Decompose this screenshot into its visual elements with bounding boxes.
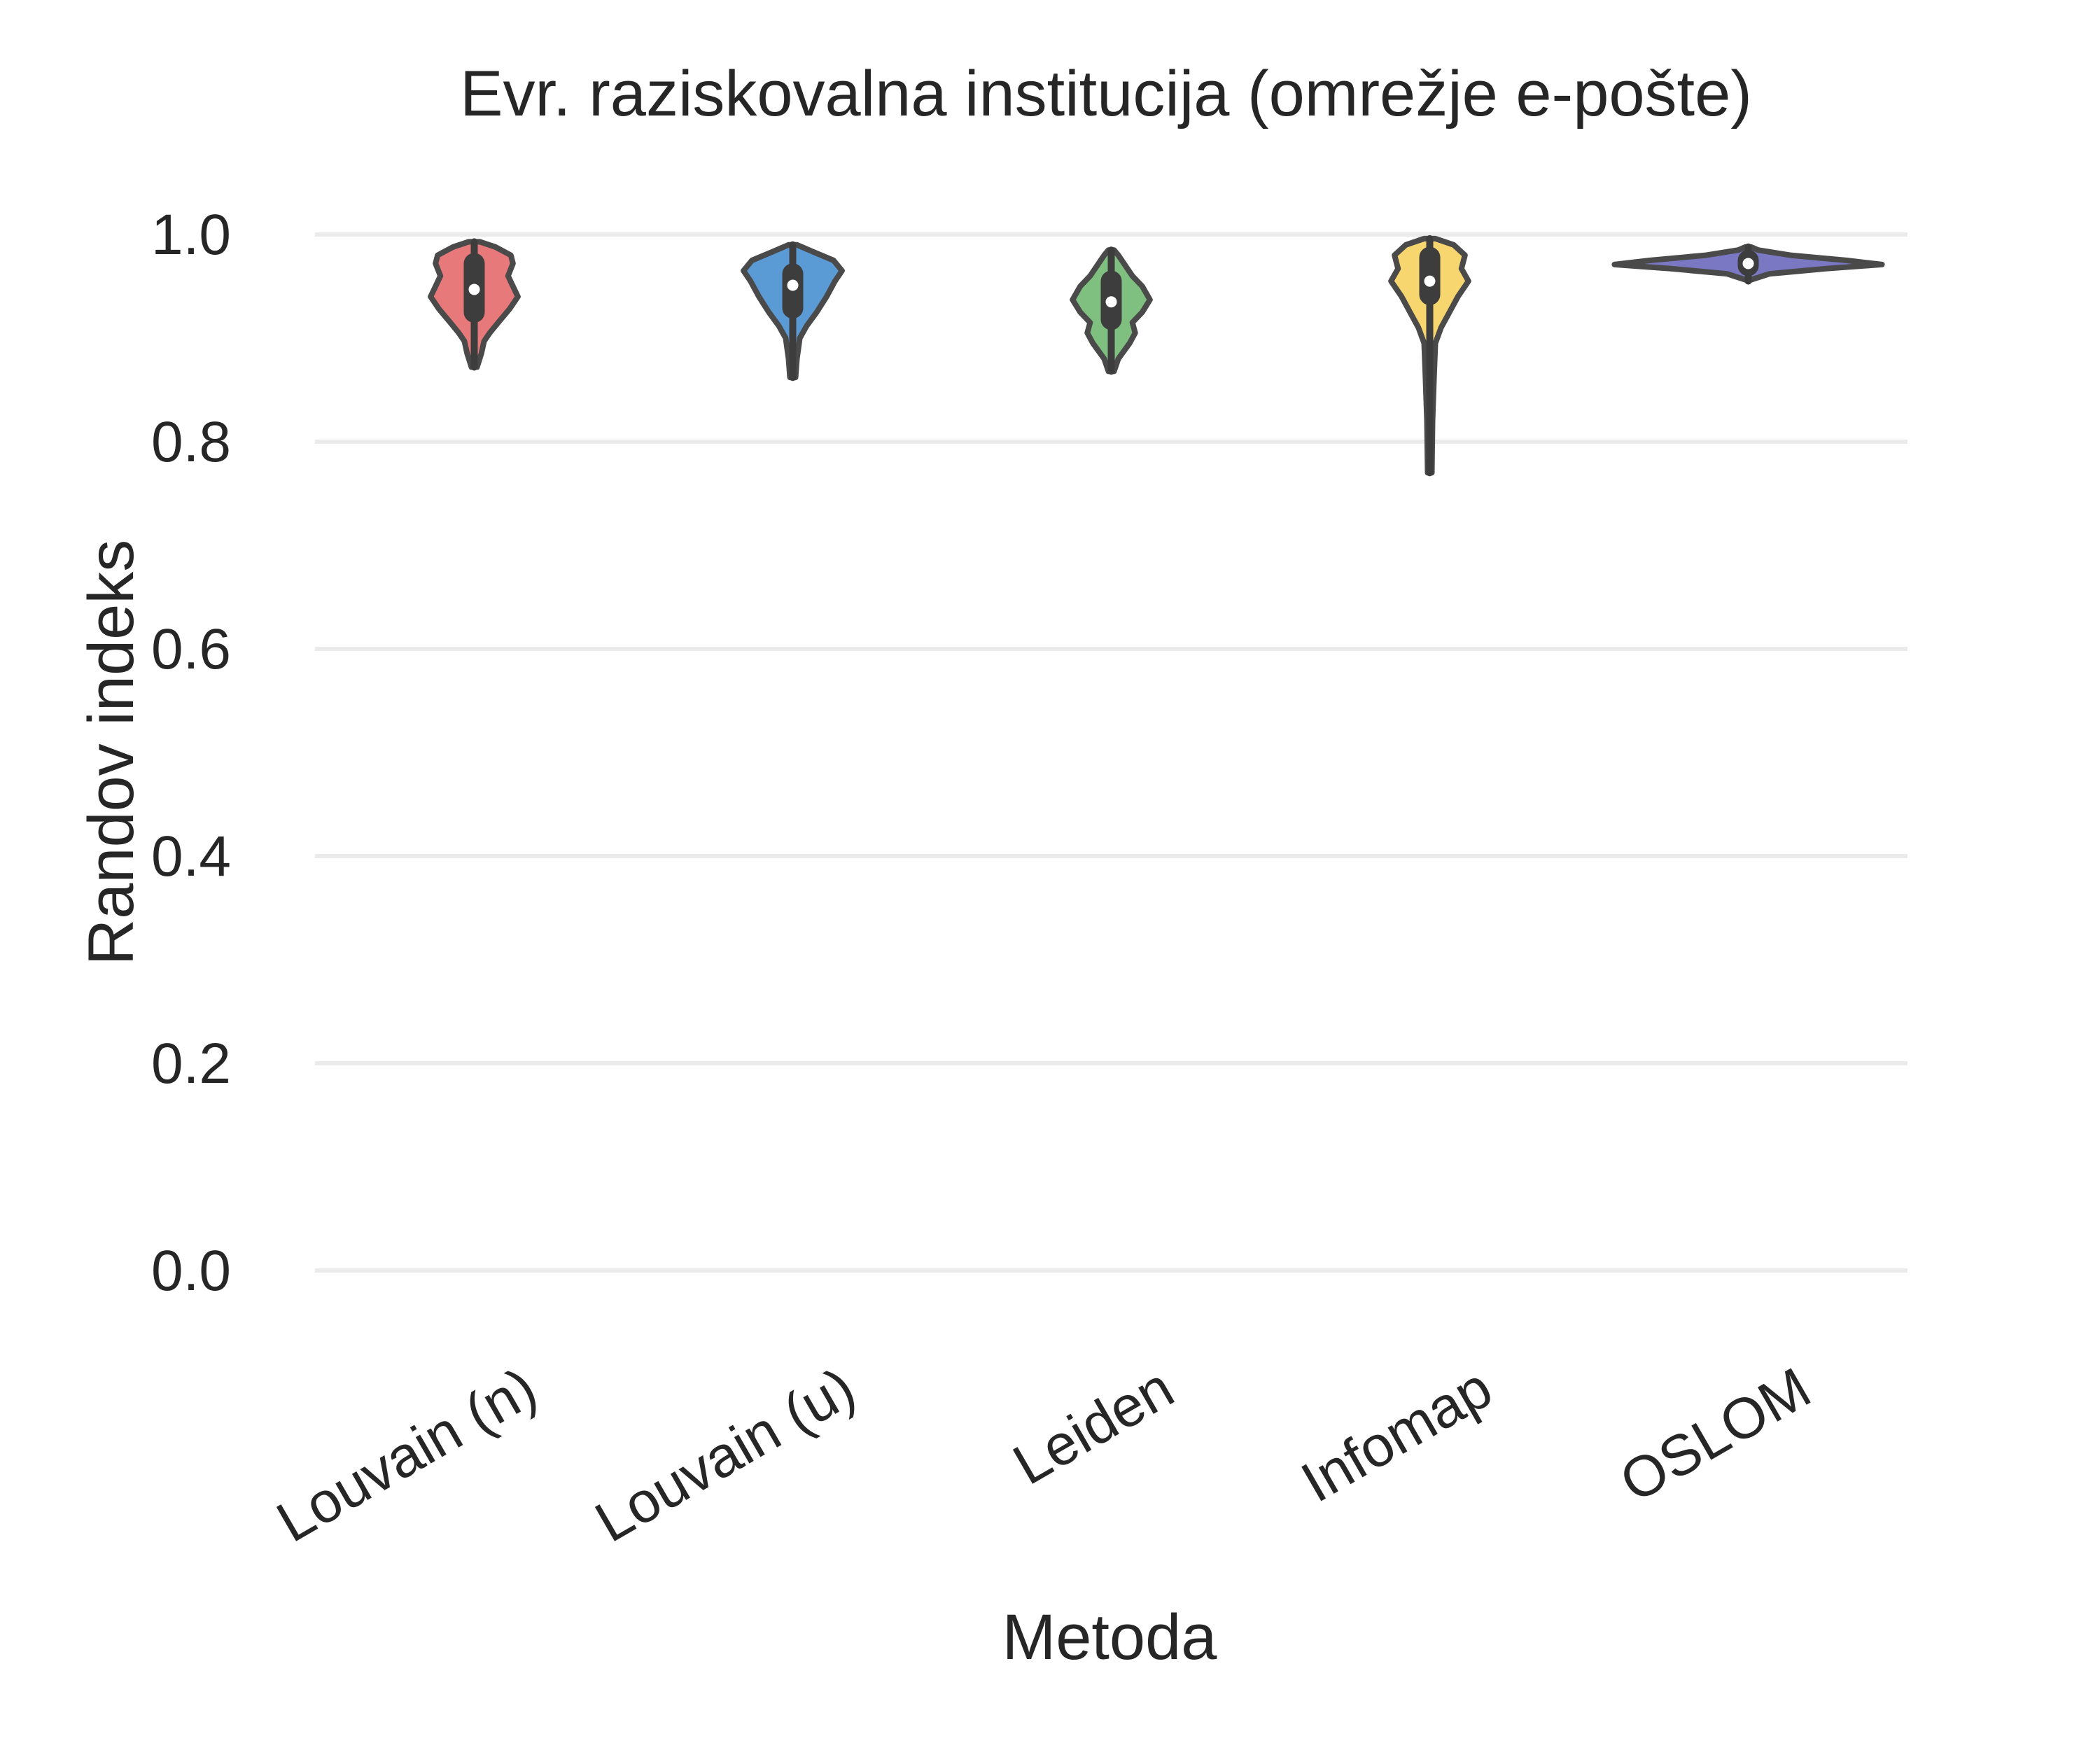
x-tick-label: Infomap bbox=[1291, 1356, 1502, 1515]
violin-median-point bbox=[1424, 275, 1436, 287]
violins bbox=[428, 234, 1885, 477]
violin-louvain-u bbox=[741, 241, 845, 382]
violin-median-point bbox=[468, 284, 480, 295]
x-axis-label: Metoda bbox=[1002, 1602, 1218, 1673]
y-tick-label: 0.4 bbox=[151, 825, 231, 888]
violin-leiden bbox=[1070, 246, 1153, 375]
y-tick-labels: 0.0 0.2 0.4 0.6 0.8 1.0 bbox=[151, 203, 231, 1303]
y-tick-label: 0.8 bbox=[151, 410, 231, 474]
violin-oslom bbox=[1611, 243, 1885, 285]
violin-median-point bbox=[1742, 258, 1754, 270]
y-tick-label: 0.2 bbox=[151, 1032, 231, 1096]
x-tick-label: Leiden bbox=[1003, 1356, 1184, 1497]
violin-infomap bbox=[1388, 234, 1471, 477]
x-tick-labels: Louvain (n) Louvain (u) Leiden Infomap OSLOM bbox=[267, 1356, 1821, 1555]
violin-louvain-n bbox=[428, 238, 521, 371]
violin-median-point bbox=[1105, 296, 1117, 308]
x-tick-label: Louvain (u) bbox=[585, 1356, 866, 1555]
y-tick-label: 0.0 bbox=[151, 1239, 231, 1303]
x-tick-label: Louvain (n) bbox=[267, 1356, 547, 1555]
chart-title: Evr. raziskovalna institucija (omrežje e… bbox=[460, 58, 1752, 130]
violin-median-point bbox=[787, 279, 799, 291]
y-tick-label: 0.6 bbox=[151, 617, 231, 681]
x-tick-label: OSLOM bbox=[1610, 1356, 1821, 1515]
grid-lines bbox=[315, 232, 1907, 1273]
y-axis-label: Randov indeks bbox=[76, 540, 147, 966]
y-tick-label: 1.0 bbox=[151, 203, 231, 267]
